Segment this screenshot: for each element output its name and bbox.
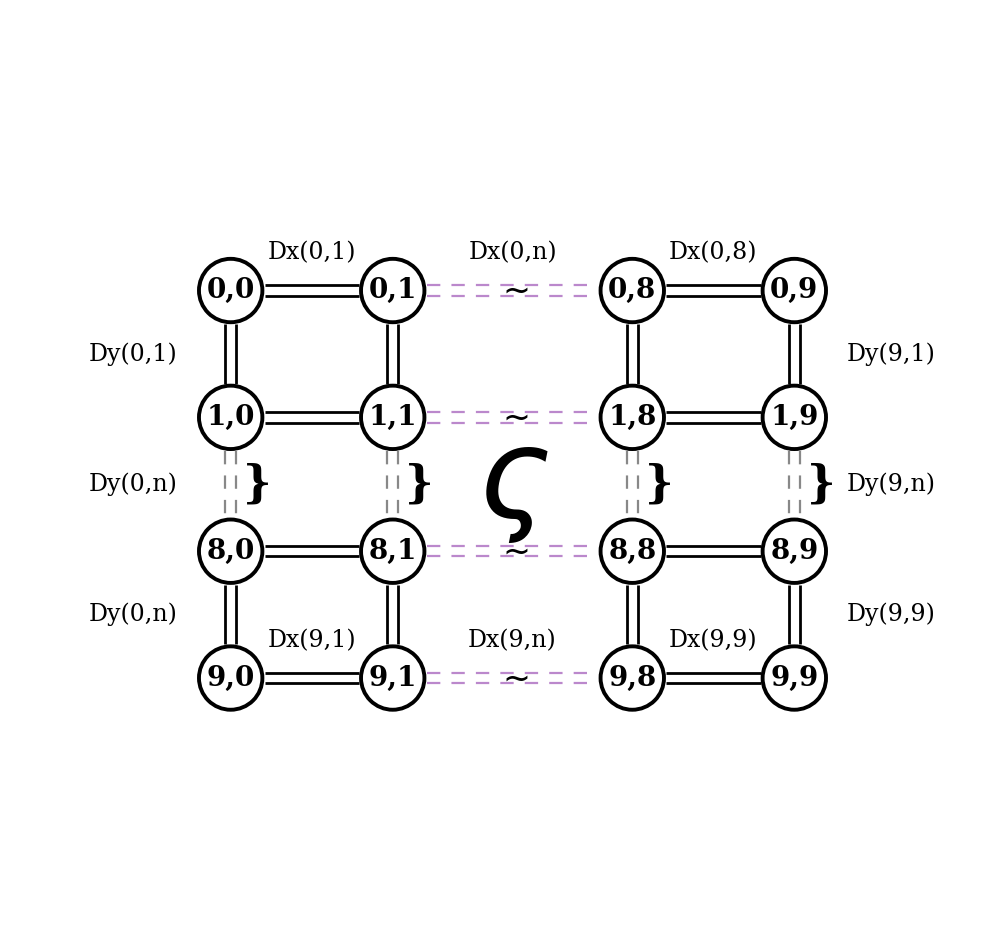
Text: 8,9: 8,9: [770, 538, 818, 565]
Circle shape: [199, 646, 262, 710]
Circle shape: [601, 646, 664, 710]
Circle shape: [601, 259, 664, 322]
Text: 9,0: 9,0: [207, 664, 255, 691]
Circle shape: [601, 386, 664, 449]
Circle shape: [199, 520, 262, 583]
Text: }: }: [405, 463, 434, 506]
Text: }: }: [243, 463, 272, 506]
Circle shape: [361, 520, 424, 583]
Text: $\sim$: $\sim$: [496, 535, 529, 567]
Text: 0,1: 0,1: [369, 277, 417, 304]
Text: 8,0: 8,0: [207, 538, 255, 565]
Circle shape: [361, 646, 424, 710]
Text: 0,9: 0,9: [770, 277, 818, 304]
Circle shape: [361, 386, 424, 449]
Text: $\sim$: $\sim$: [496, 662, 529, 695]
Text: Dx(0,1): Dx(0,1): [267, 241, 356, 264]
Circle shape: [763, 386, 826, 449]
Text: 9,1: 9,1: [369, 664, 417, 691]
Text: 8,1: 8,1: [369, 538, 417, 565]
Text: $\varsigma$: $\varsigma$: [477, 424, 548, 545]
Text: }: }: [645, 463, 674, 506]
Text: $\sim$: $\sim$: [496, 274, 529, 307]
Text: 1,0: 1,0: [206, 404, 255, 431]
Text: Dx(0,n): Dx(0,n): [468, 241, 557, 264]
Text: 1,1: 1,1: [368, 404, 417, 431]
Text: Dx(9,1): Dx(9,1): [267, 629, 356, 652]
Text: Dx(0,8): Dx(0,8): [669, 241, 758, 264]
Circle shape: [199, 386, 262, 449]
Text: 0,0: 0,0: [207, 277, 255, 304]
Text: Dx(9,n): Dx(9,n): [468, 629, 557, 652]
Text: 9,9: 9,9: [770, 664, 818, 691]
Text: 8,8: 8,8: [608, 538, 656, 565]
Circle shape: [601, 520, 664, 583]
Circle shape: [199, 259, 262, 322]
Circle shape: [361, 259, 424, 322]
Text: Dx(9,9): Dx(9,9): [669, 629, 758, 652]
Text: 0,8: 0,8: [608, 277, 656, 304]
Text: Dy(9,9): Dy(9,9): [847, 603, 936, 626]
Text: Dy(0,1): Dy(0,1): [89, 342, 178, 366]
Text: 1,8: 1,8: [608, 404, 656, 431]
Text: 1,9: 1,9: [770, 404, 819, 431]
Circle shape: [763, 259, 826, 322]
Circle shape: [763, 520, 826, 583]
Text: Dy(9,n): Dy(9,n): [847, 472, 936, 496]
Text: $\sim$: $\sim$: [496, 401, 529, 434]
Text: Dy(0,n): Dy(0,n): [89, 472, 178, 496]
Text: Dy(9,1): Dy(9,1): [847, 342, 936, 366]
Text: 9,8: 9,8: [608, 664, 656, 691]
Text: Dy(0,n): Dy(0,n): [89, 603, 178, 626]
Text: }: }: [807, 463, 836, 506]
Circle shape: [763, 646, 826, 710]
